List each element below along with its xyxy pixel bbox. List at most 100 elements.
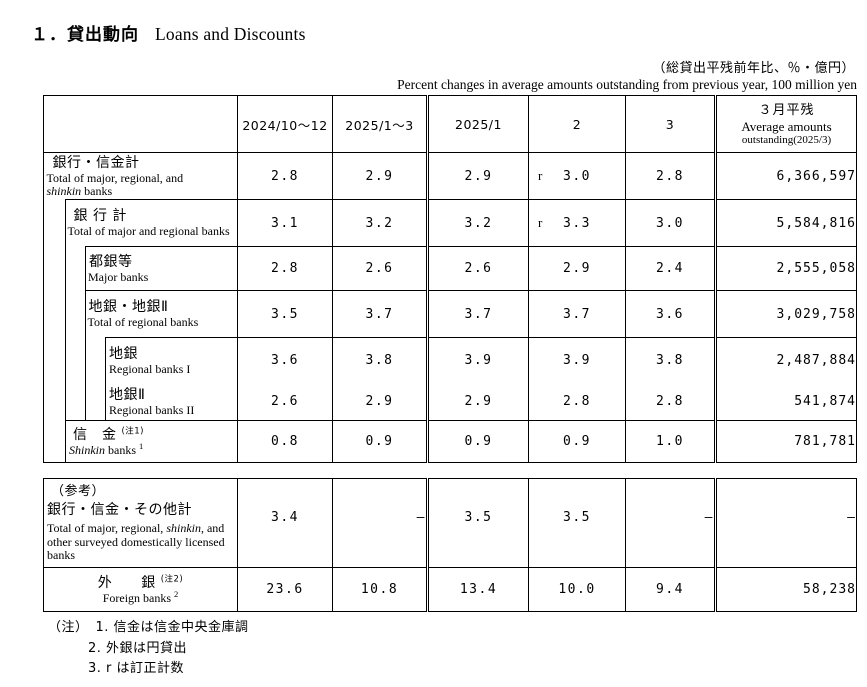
label-en: Foreign banks 2: [102, 588, 179, 605]
cell-r6-mar: 2.8: [625, 383, 716, 421]
row-reference-total: （参考） 銀行・信金・その他計 Total of major, regional…: [43, 478, 857, 568]
row-label-foreign-banks: 外 銀 (注2) Foreign banks 2: [44, 568, 238, 612]
title-japanese: １．貸出動向: [31, 25, 139, 45]
cell-fb-feb: 10.0: [528, 567, 626, 612]
cell-r1-mar: 2.8: [625, 152, 716, 200]
cell-r5-jan: 3.9: [426, 337, 529, 384]
avg-header-en2: outstanding(2025/3): [741, 133, 832, 146]
cell-r1-q4: 2.8: [237, 152, 333, 200]
unit-note-japanese: （総貸出平残前年比、％・億円）: [652, 61, 855, 76]
note2-marker-en: 2: [174, 588, 179, 599]
row-label-regional-2: 地銀Ⅱ Regional banks II: [105, 383, 238, 421]
indent-gutter-0: [44, 153, 66, 463]
label-jp: 地銀Ⅱ: [109, 387, 146, 403]
indent-gutter-1: [65, 199, 86, 421]
label-en: Regional banks II: [109, 403, 195, 417]
cell-r4-mar: 3.6: [625, 290, 716, 338]
cell-r7-q4: 0.8: [237, 420, 333, 463]
label-jp: 地銀: [109, 346, 138, 362]
cell-r7-feb: 0.9: [528, 420, 626, 463]
row-regional-total: 地銀・地銀Ⅱ Total of regional banks 3.5 3.7 3…: [44, 290, 857, 421]
note1-marker-en: 1: [139, 440, 144, 451]
row-label-total-banks-shinkin: 銀行・信金計 Total of major, regional, and shi…: [47, 152, 238, 200]
cell-r1-amount: 6,366,597: [714, 152, 857, 200]
cell-fb-q1: 10.8: [332, 567, 428, 612]
label-jp-reference: （参考）: [51, 484, 106, 500]
cell-r6-amount: 541,874: [714, 383, 857, 421]
cell-r4-jan: 3.7: [426, 290, 529, 338]
label-en: Major banks: [88, 269, 149, 284]
footnote-line-2: 2. 外銀は円貸出: [88, 640, 188, 656]
row-total-banks-shinkin: 銀行・信金計 Total of major, regional, and shi…: [44, 152, 857, 200]
row-label-shinkin: 信 金 (注1) Shinkin banks 1: [65, 420, 238, 463]
cell-r6-q4: 2.6: [237, 383, 333, 421]
cell-ref-mar-dash: —: [625, 478, 716, 568]
row-major-banks: 都銀等 Major banks 2.8 2.6 2.6 2.9 2.4 2,55…: [44, 246, 857, 291]
avg-header-en1: Average amounts: [741, 118, 832, 134]
cell-ref-q1-dash: —: [332, 478, 428, 568]
cell-r1-q1: 2.9: [332, 152, 428, 200]
cell-r4-amount: 3,029,758: [714, 290, 857, 338]
cell-r3-mar: 2.4: [625, 246, 716, 291]
footnote-line-3: 3. r は訂正計数: [88, 661, 185, 676]
cell-ref-jan: 3.5: [426, 478, 529, 568]
cell-r5-amount: 2,487,884: [714, 337, 857, 384]
label-jp: 外 銀 (注2): [97, 574, 184, 591]
col-header-average-outstanding: ３月平残 Average amounts outstanding(2025/3): [714, 95, 857, 153]
label-en: Total of regional banks: [87, 315, 199, 330]
cell-r3-jan: 2.6: [426, 246, 529, 291]
footnote-prefix: （注）: [48, 620, 89, 635]
row-regional-2: 地銀Ⅱ Regional banks II 2.6 2.9 2.9 2.8 2.…: [44, 383, 857, 421]
col-header-2025q1: 2025/1～3: [332, 95, 428, 153]
label-jp: 銀 行 計: [73, 208, 127, 225]
cell-r7-jan: 0.9: [426, 420, 529, 463]
reference-table: （参考） 銀行・信金・その他計 Total of major, regional…: [43, 478, 857, 612]
cell-r2-mar: 3.0: [625, 199, 716, 247]
label-jp: 地銀・地銀Ⅱ: [88, 299, 169, 316]
cell-fb-q4: 23.6: [237, 567, 333, 612]
cell-r2-jan: 3.2: [426, 199, 529, 247]
row-label-major-banks: 都銀等 Major banks: [85, 246, 238, 291]
cell-ref-amount-dash: —: [714, 478, 857, 568]
col-header-2025-02: 2: [528, 95, 626, 153]
page-title: １．貸出動向 Loans and Discounts: [31, 20, 306, 45]
header-row: 2024/10～12 2025/1～3 2025/1 2 3 ３月平残 Aver…: [43, 95, 857, 153]
label-en: Regional banks I: [109, 362, 191, 376]
revision-mark: r: [538, 168, 543, 183]
cell-r1-jan: 2.9: [426, 152, 529, 200]
cell-fb-amount: 58,238: [714, 567, 857, 612]
unit-note-english: Percent changes in average amounts outst…: [397, 77, 857, 92]
label-jp: 都銀等: [89, 253, 133, 270]
label-en-line1: Total of major, regional, and: [46, 170, 184, 185]
cell-r2-q4: 3.1: [237, 199, 333, 247]
cell-r4-feb: 3.7: [528, 290, 626, 338]
row-label-regional-total: 地銀・地銀Ⅱ Total of regional banks: [88, 290, 238, 338]
label-en: Total of major and regional banks: [67, 224, 230, 239]
row-foreign-banks: 外 銀 (注2) Foreign banks 2 23.6 10.8 13.4 …: [44, 567, 857, 612]
cell-r6-q1: 2.9: [332, 383, 428, 421]
title-english: Loans and Discounts: [155, 24, 306, 44]
col-header-2025-03: 3: [625, 95, 716, 153]
cell-fb-jan: 13.4: [426, 567, 529, 612]
avg-header-jp: ３月平残: [758, 102, 815, 118]
cell-r5-q4: 3.6: [237, 337, 333, 384]
cell-r5-mar: 3.8: [625, 337, 716, 384]
note1-marker: (注1): [121, 426, 144, 437]
cell-r3-q4: 2.8: [237, 246, 333, 291]
cell-r4-q1: 3.7: [332, 290, 428, 338]
cell-r2-amount: 5,584,816: [714, 199, 857, 247]
cell-fb-mar: 9.4: [625, 567, 716, 612]
cell-ref-feb: 3.5: [528, 478, 626, 568]
revision-mark: r: [538, 215, 543, 230]
cell-r3-q1: 2.6: [332, 246, 428, 291]
header-empty-cell: [43, 95, 238, 153]
cell-r6-jan: 2.9: [426, 383, 529, 421]
cell-r7-amount: 781,781: [714, 420, 857, 463]
footnotes: （注） 1. 信金は信金中央金庫調 2. 外銀は円貸出 3. r は訂正計数: [48, 618, 249, 680]
cell-r4-q4: 3.5: [237, 290, 333, 338]
loans-main-table: 2024/10～12 2025/1～3 2025/1 2 3 ３月平残 Aver…: [43, 95, 857, 463]
label-jp: 信 金 (注1): [73, 426, 144, 443]
label-en: Total of major, regional, shinkin, and o…: [47, 521, 225, 563]
cell-r7-q1: 0.9: [332, 420, 428, 463]
